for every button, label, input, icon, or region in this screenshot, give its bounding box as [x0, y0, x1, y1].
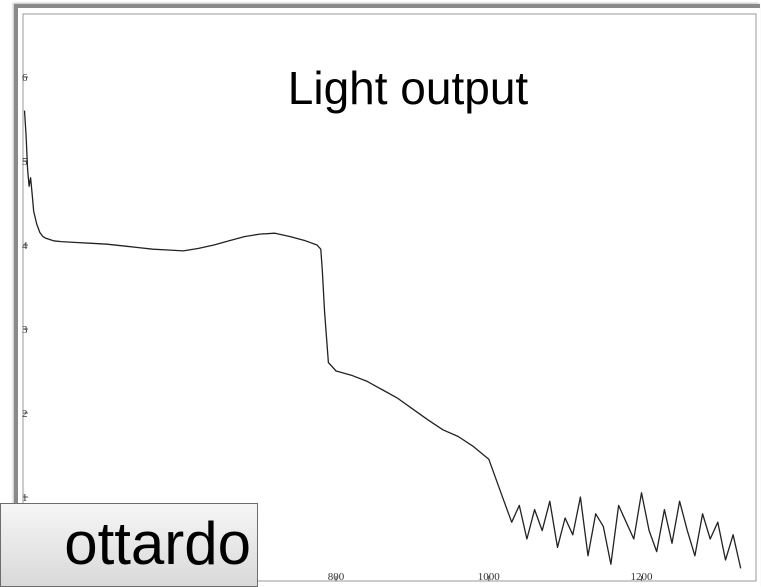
x-tick-label: 1000 — [478, 571, 501, 583]
y-tick-label: 4 — [22, 240, 28, 252]
line-chart: 12345640060080010001200Light output — [22, 13, 757, 583]
y-tick-label: 1 — [22, 492, 28, 504]
y-tick-label: 3 — [22, 324, 28, 336]
x-tick-label: 800 — [328, 571, 345, 583]
plot-border — [22, 13, 757, 582]
author-caption-box: ottardo — [0, 503, 258, 587]
y-tick-label: 2 — [22, 408, 28, 420]
author-caption-text: ottardo — [64, 510, 251, 577]
x-tick-label: 1200 — [630, 571, 653, 583]
y-tick-label: 5 — [22, 156, 28, 168]
series-line — [23, 110, 742, 569]
y-tick-label: 6 — [22, 72, 28, 84]
chart-title: Light output — [288, 62, 529, 114]
chart-frame: 12345640060080010001200Light output — [14, 4, 760, 587]
